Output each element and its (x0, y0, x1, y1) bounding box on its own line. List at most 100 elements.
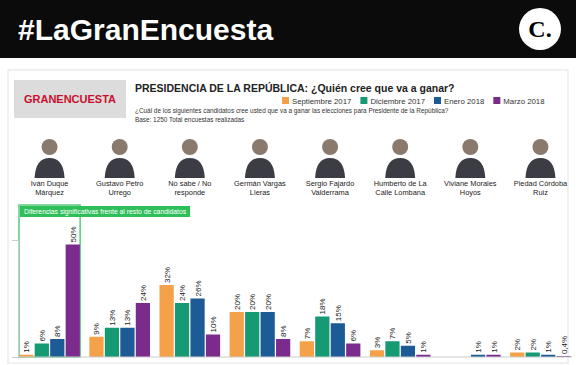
data-label: 8% (279, 325, 288, 337)
data-label: 50% (69, 226, 78, 242)
data-label: 0,4% (560, 336, 569, 354)
annotation-label-box (20, 206, 190, 217)
data-label: 1% (22, 341, 31, 353)
bar (230, 312, 244, 357)
annotation-text: Diferencias significativas frente al res… (24, 208, 187, 216)
candidate-photo (245, 158, 275, 178)
bar (385, 341, 399, 357)
bar (120, 328, 134, 357)
bar (66, 245, 80, 358)
y-axis (12, 241, 19, 358)
category-label: Iván DuqueMárquez (31, 179, 69, 197)
category-label: Gustavo PetroUrrego (96, 179, 143, 197)
candidate-photo (385, 158, 415, 178)
data-label: 5% (404, 332, 413, 344)
data-label: 2% (529, 339, 538, 351)
x-tick: Humberto de LaCalle Lombana (374, 179, 428, 197)
candidate-photo (322, 139, 338, 155)
data-label: 13% (108, 310, 117, 326)
bar (190, 299, 204, 358)
candidate-photo (532, 139, 548, 155)
x-tick: Piedad CórdobaRuiz (514, 179, 568, 197)
hashtag: #LaGranEncuesta (18, 13, 273, 46)
bars (19, 245, 571, 358)
data-label: 9% (92, 323, 101, 335)
logo: C. (528, 16, 551, 42)
bar (50, 339, 64, 357)
data-label: 13% (123, 310, 132, 326)
title: PRESIDENCIA DE LA REPÚBLICA: ¿Quién cree… (135, 82, 455, 95)
note: Base: 1250 Total encuestas realizadas (135, 116, 244, 123)
bar (159, 285, 173, 357)
chart-root: #LaGranEncuesta C. GRANENCUESTA PRESIDENCIA… (0, 0, 576, 365)
header-bar (0, 0, 576, 58)
data-label: 10% (209, 316, 218, 332)
data-label: 3% (373, 337, 382, 349)
x-tick: Gustavo PetroUrrego (96, 179, 143, 197)
legend: Septiembre 2017 Diciembre 2017 Enero 2018 M… (282, 97, 545, 106)
data-label: 15% (334, 305, 343, 321)
candidate-photo (112, 139, 128, 155)
data-labels: 1%9%32%20%7%3%2%6%13%24%20%18%7%2%8%13%2… (22, 226, 568, 354)
legend-swatch (282, 97, 289, 104)
data-label: 1% (474, 341, 483, 353)
data-label: 1% (544, 341, 553, 353)
candidate-photo (525, 158, 555, 178)
data-label: 6% (38, 330, 47, 342)
badge-box (14, 80, 126, 118)
candidate-photo (42, 139, 58, 155)
candidate-photo (175, 158, 205, 178)
panel (8, 70, 568, 363)
candidate-photo (315, 158, 345, 178)
bar (370, 350, 384, 357)
data-label: 18% (318, 298, 327, 314)
x-tick: Iván DuqueMárquez (31, 179, 69, 197)
data-label: 20% (248, 294, 257, 310)
candidate-photo (182, 139, 198, 155)
x-tick: Germán VargasLleras (234, 179, 286, 197)
legend-label: Marzo 2018 (503, 97, 544, 106)
annotation: Diferencias significativas frente al res… (19, 205, 190, 357)
x-tick: Sergio FajardoValderrama (306, 179, 354, 197)
badge: GRANENCUESTA (24, 93, 116, 105)
data-label: 20% (264, 294, 273, 310)
candidate-photo (462, 139, 478, 155)
logo-circle (519, 8, 561, 50)
bar (175, 303, 189, 357)
category-label: Viviane MoralesHoyos (444, 179, 497, 197)
annotation-frame (19, 205, 80, 357)
data-label: 6% (349, 330, 358, 342)
x-tick: Viviane MoralesHoyos (444, 179, 497, 197)
bar (35, 344, 49, 358)
category-label: Piedad CórdobaRuiz (514, 179, 568, 197)
bar (510, 353, 524, 358)
candidate-photo (252, 139, 268, 155)
candidate-photo (35, 158, 65, 178)
bar (526, 353, 540, 358)
candidate-photo (455, 158, 485, 178)
category-label: No sabe / Noresponde (168, 179, 211, 197)
category-label: Sergio FajardoValderrama (306, 179, 354, 197)
legend-label: Septiembre 2017 (292, 97, 351, 106)
photos (35, 139, 556, 178)
candidate-photo (392, 139, 408, 155)
bar (261, 312, 275, 357)
data-label: 1% (419, 341, 428, 353)
bar (105, 328, 119, 357)
legend-swatch (434, 97, 441, 104)
data-label: 24% (178, 285, 187, 301)
data-label: 1% (490, 341, 499, 353)
data-label: 7% (303, 328, 312, 340)
data-label: 7% (388, 328, 397, 340)
legend-swatch (360, 97, 367, 104)
subtitle: ¿Cuál de los siguientes candidatos cree … (135, 107, 449, 115)
bar (206, 335, 220, 358)
category-label: Humberto de LaCalle Lombana (374, 179, 428, 197)
bar (300, 341, 314, 357)
legend-swatch (493, 97, 500, 104)
data-label: 26% (194, 280, 203, 296)
bar (346, 344, 360, 358)
legend-label: Diciembre 2017 (370, 97, 425, 106)
legend-label: Enero 2018 (444, 97, 484, 106)
x-tick: No sabe / Noresponde (168, 179, 211, 197)
